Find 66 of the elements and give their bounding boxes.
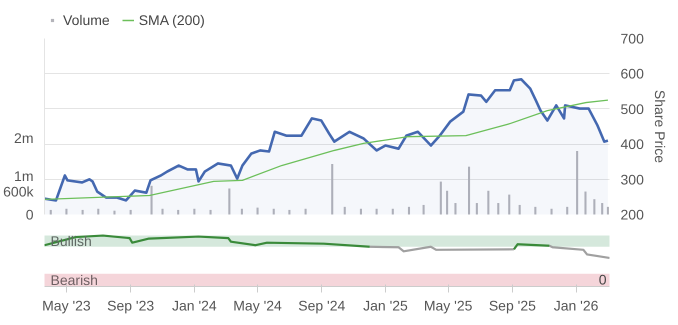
- bar: [566, 206, 568, 214]
- bar: [304, 208, 307, 214]
- bar: [576, 150, 578, 214]
- bar: [601, 203, 604, 214]
- bar: [240, 208, 243, 214]
- bar: [487, 190, 490, 214]
- y-tick-label: 500: [620, 100, 644, 117]
- bar: [331, 164, 334, 214]
- x-tick-label: Sep '23: [107, 298, 154, 314]
- bar: [82, 210, 84, 214]
- x-tick-label: Sep '24: [298, 298, 346, 314]
- x-tick-label: Sep '25: [488, 298, 536, 314]
- bar: [360, 208, 362, 214]
- bar: [193, 208, 196, 214]
- bar: [97, 208, 100, 214]
- y2-tick-label: 0: [26, 206, 34, 222]
- y2-tick-label: 600k: [3, 184, 34, 200]
- bar: [150, 186, 153, 214]
- y2-tick-label: 2m: [14, 130, 34, 146]
- band-label: Bearish: [50, 272, 98, 288]
- x-tick-label: Jan '25: [363, 298, 408, 314]
- bar: [606, 206, 609, 214]
- bar: [228, 188, 230, 214]
- bar: [177, 210, 180, 214]
- bar: [392, 208, 394, 214]
- x-tick-label: May '25: [424, 298, 473, 314]
- bar: [497, 203, 500, 214]
- bar: [468, 166, 470, 214]
- legend-label: Volume: [63, 12, 110, 28]
- bar: [161, 208, 164, 214]
- x-tick-label: May '23: [42, 298, 91, 314]
- x-tick-label: Jan '24: [172, 298, 217, 314]
- y2-tick-label: 1m: [14, 168, 34, 184]
- bar: [344, 206, 346, 214]
- bar: [50, 210, 52, 214]
- legend-label: SMA (200): [138, 12, 205, 28]
- bar: [130, 210, 132, 214]
- annotation: 0: [598, 272, 607, 288]
- bar: [476, 203, 478, 214]
- y-tick-label: 300: [620, 171, 644, 188]
- bar: [534, 206, 536, 214]
- bar: [593, 199, 596, 214]
- bar: [422, 204, 425, 214]
- bar: [584, 192, 587, 214]
- bar: [446, 190, 448, 214]
- x-tick-label: Jan '26: [554, 298, 599, 314]
- x-tick-label: May '24: [233, 298, 282, 314]
- y-tick-label: 700: [620, 30, 644, 46]
- y-axis-title: Share Price: [652, 90, 668, 164]
- bar: [518, 204, 521, 214]
- y-tick-label: 400: [620, 136, 644, 152]
- bar: [408, 206, 410, 214]
- bar: [550, 208, 553, 214]
- bar: [454, 203, 456, 214]
- bar: [272, 208, 275, 214]
- bar: [288, 210, 290, 214]
- y-tick-label: 600: [620, 66, 644, 82]
- bar: [65, 208, 68, 214]
- line-series: [44, 99, 609, 200]
- bar: [210, 210, 212, 214]
- bar: [508, 194, 510, 214]
- y-tick-label: 200: [620, 206, 644, 222]
- bar: [256, 208, 259, 214]
- bar: [440, 182, 442, 214]
- bar: [113, 210, 116, 214]
- bar: [376, 208, 378, 214]
